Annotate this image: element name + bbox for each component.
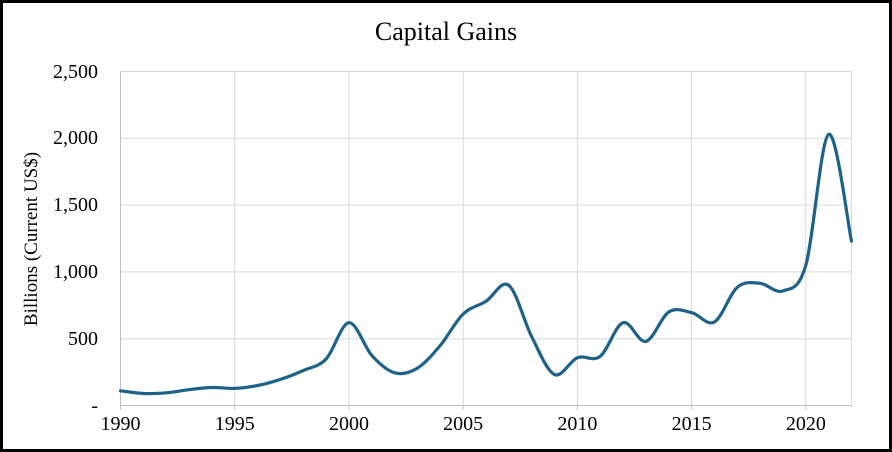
chart-title: Capital Gains bbox=[374, 17, 518, 46]
y-tick-label: 1,000 bbox=[53, 260, 98, 283]
capital-gains-series-line bbox=[118, 132, 854, 396]
x-tick-label: 2010 bbox=[557, 413, 598, 435]
x-tick-label: 2000 bbox=[328, 413, 369, 435]
y-tick-label: 2,500 bbox=[53, 60, 98, 83]
y-tick-label: - bbox=[91, 394, 98, 417]
y-tick-label: 2,000 bbox=[53, 127, 98, 150]
y-tick-label: 1,500 bbox=[53, 194, 98, 217]
x-tick-label: 1995 bbox=[214, 413, 255, 435]
x-tick-label: 2020 bbox=[785, 413, 826, 435]
x-tick-label: 2005 bbox=[443, 413, 484, 435]
x-tick-label: 2015 bbox=[671, 413, 712, 435]
y-tick-label: 500 bbox=[68, 327, 98, 350]
x-tick-label: 1990 bbox=[100, 413, 141, 435]
